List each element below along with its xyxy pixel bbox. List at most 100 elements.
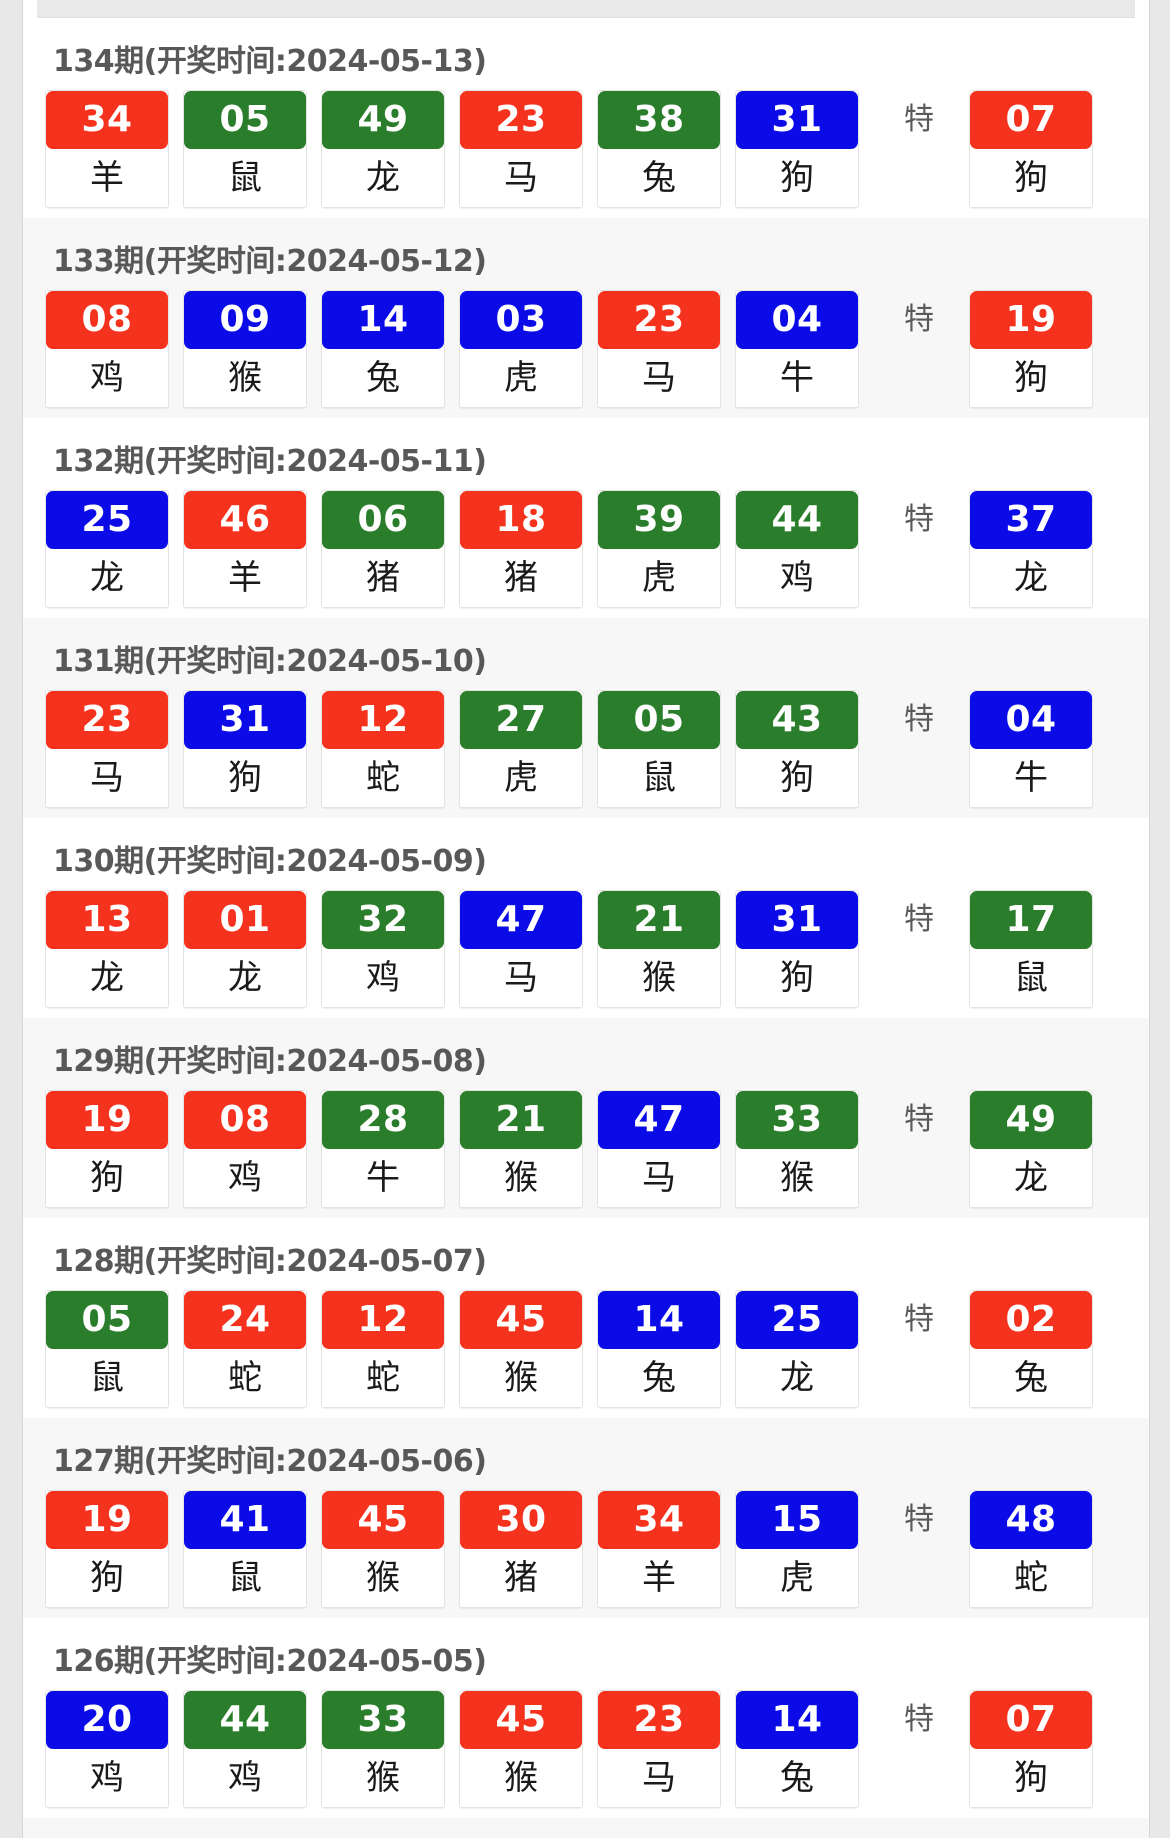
ball-cell[interactable]: 14 兔 bbox=[321, 290, 445, 408]
ball-cell[interactable]: 12 蛇 bbox=[321, 1290, 445, 1408]
ball-zodiac: 蛇 bbox=[184, 1349, 306, 1407]
special-ball-number: 48 bbox=[970, 1491, 1092, 1549]
ball-cell[interactable]: 05 鼠 bbox=[597, 690, 721, 808]
ball-cell[interactable]: 47 马 bbox=[459, 890, 583, 1008]
draw-header: 126期(开奖时间:2024-05-05) bbox=[53, 1644, 487, 1679]
ball-cell[interactable]: 05 鼠 bbox=[45, 1290, 169, 1408]
ball-cell[interactable]: 14 兔 bbox=[735, 1690, 859, 1808]
draw-block[interactable]: 134期(开奖时间:2024-05-13) 34 羊 05 鼠 49 龙 23 马 38 兔 31 狗特… bbox=[23, 18, 1149, 218]
special-ball-cell[interactable]: 04 牛 bbox=[969, 690, 1093, 808]
draw-block[interactable]: 131期(开奖时间:2024-05-10) 23 马 31 狗 12 蛇 27 虎 05 鼠 43 狗特… bbox=[23, 618, 1149, 818]
ball-zodiac: 狗 bbox=[46, 1149, 168, 1207]
draw-block[interactable]: 133期(开奖时间:2024-05-12) 08 鸡 09 猴 14 兔 03 虎 23 马 04 牛特… bbox=[23, 218, 1149, 418]
special-ball-zodiac: 狗 bbox=[970, 349, 1092, 407]
ball-cell[interactable]: 06 猪 bbox=[321, 490, 445, 608]
ball-zodiac: 猴 bbox=[184, 349, 306, 407]
ball-cell[interactable]: 24 蛇 bbox=[183, 1290, 307, 1408]
special-ball-cell[interactable]: 19 狗 bbox=[969, 290, 1093, 408]
ball-cell[interactable]: 23 马 bbox=[45, 690, 169, 808]
ball-cell[interactable]: 20 鸡 bbox=[45, 1690, 169, 1808]
ball-cell[interactable]: 25 龙 bbox=[735, 1290, 859, 1408]
ball-cell[interactable]: 44 鸡 bbox=[735, 490, 859, 608]
ball-zodiac: 鼠 bbox=[184, 149, 306, 207]
ball-cell[interactable]: 14 兔 bbox=[597, 1290, 721, 1408]
ball-cell[interactable]: 23 马 bbox=[459, 90, 583, 208]
ball-cell[interactable]: 21 猴 bbox=[597, 890, 721, 1008]
ball-cell[interactable]: 45 猴 bbox=[321, 1490, 445, 1608]
ball-number: 38 bbox=[598, 91, 720, 149]
draw-block[interactable]: 132期(开奖时间:2024-05-11) 25 龙 46 羊 06 猪 18 猪 39 虎 44 鸡特… bbox=[23, 418, 1149, 618]
ball-number: 49 bbox=[322, 91, 444, 149]
ball-cell[interactable]: 21 猴 bbox=[459, 1090, 583, 1208]
special-ball-cell[interactable]: 17 鼠 bbox=[969, 890, 1093, 1008]
ball-number: 12 bbox=[322, 691, 444, 749]
ball-cell[interactable]: 05 鼠 bbox=[183, 90, 307, 208]
ball-cell[interactable]: 41 鼠 bbox=[183, 1490, 307, 1608]
ball-number: 05 bbox=[598, 691, 720, 749]
ball-cell[interactable]: 44 鸡 bbox=[183, 1690, 307, 1808]
ball-cell[interactable]: 32 鸡 bbox=[321, 890, 445, 1008]
draw-block[interactable]: 126期(开奖时间:2024-05-05) 20 鸡 44 鸡 33 猴 45 猴 23 马 14 兔 特… bbox=[23, 1618, 1149, 1818]
ball-cell[interactable]: 43 狗 bbox=[735, 690, 859, 808]
ball-cell[interactable]: 09 猴 bbox=[183, 290, 307, 408]
draw-block[interactable]: 130期(开奖时间:2024-05-09) 13 龙 01 龙 32 鸡 47 马 21 猴 31 狗特… bbox=[23, 818, 1149, 1018]
ball-cell[interactable]: 31 狗 bbox=[735, 890, 859, 1008]
ball-cell[interactable]: 27 虎 bbox=[459, 690, 583, 808]
ball-cell[interactable]: 18 猪 bbox=[459, 490, 583, 608]
ball-cell[interactable]: 38 兔 bbox=[597, 90, 721, 208]
special-ball-cell[interactable]: 07 狗 bbox=[969, 90, 1093, 208]
draw-block[interactable]: 128期(开奖时间:2024-05-07) 05 鼠 24 蛇 12 蛇 45 猴 14 兔 25 龙特… bbox=[23, 1218, 1149, 1418]
ball-number: 27 bbox=[460, 691, 582, 749]
ball-cell[interactable]: 34 羊 bbox=[45, 90, 169, 208]
balls-row: 20 鸡 44 鸡 33 猴 45 猴 23 马 14 兔 特 07 狗 bbox=[23, 1690, 1149, 1808]
ball-cell[interactable]: 15 虎 bbox=[735, 1490, 859, 1608]
ball-cell[interactable]: 45 猴 bbox=[459, 1690, 583, 1808]
ball-cell[interactable]: 04 牛 bbox=[735, 290, 859, 408]
ball-cell[interactable]: 23 马 bbox=[597, 1690, 721, 1808]
ball-cell[interactable]: 31 狗 bbox=[735, 90, 859, 208]
special-ball-cell[interactable]: 07 狗 bbox=[969, 1690, 1093, 1808]
ball-cell[interactable]: 19 狗 bbox=[45, 1090, 169, 1208]
ball-zodiac: 鸡 bbox=[736, 549, 858, 607]
ball-cell[interactable]: 25 龙 bbox=[45, 490, 169, 608]
ball-cell[interactable]: 45 猴 bbox=[459, 1290, 583, 1408]
ball-cell[interactable]: 23 马 bbox=[597, 290, 721, 408]
draw-block[interactable]: 127期(开奖时间:2024-05-06) 19 狗 41 鼠 45 猴 30 猪 34 羊 15 虎特… bbox=[23, 1418, 1149, 1618]
ball-cell[interactable]: 28 牛 bbox=[321, 1090, 445, 1208]
ball-number: 46 bbox=[184, 491, 306, 549]
ball-number: 14 bbox=[598, 1291, 720, 1349]
draw-block[interactable]: 125期(开奖时间:2024-05-04)特 bbox=[23, 1818, 1149, 1838]
ball-cell[interactable]: 08 鸡 bbox=[183, 1090, 307, 1208]
ball-cell[interactable]: 46 羊 bbox=[183, 490, 307, 608]
special-ball-cell[interactable]: 48 蛇 bbox=[969, 1490, 1093, 1608]
ball-number: 33 bbox=[322, 1691, 444, 1749]
ball-cell[interactable]: 39 虎 bbox=[597, 490, 721, 608]
ball-cell[interactable]: 12 蛇 bbox=[321, 690, 445, 808]
ball-cell[interactable]: 49 龙 bbox=[321, 90, 445, 208]
ball-cell[interactable]: 03 虎 bbox=[459, 290, 583, 408]
ball-zodiac: 龙 bbox=[736, 1349, 858, 1407]
special-ball-label: 特 bbox=[904, 902, 934, 937]
ball-zodiac: 鸡 bbox=[184, 1749, 306, 1807]
ball-cell[interactable]: 47 马 bbox=[597, 1090, 721, 1208]
special-ball-cell[interactable]: 02 兔 bbox=[969, 1290, 1093, 1408]
ball-cell[interactable]: 33 猴 bbox=[735, 1090, 859, 1208]
ball-cell[interactable]: 19 狗 bbox=[45, 1490, 169, 1608]
ball-cell[interactable]: 30 猪 bbox=[459, 1490, 583, 1608]
ball-cell[interactable]: 13 龙 bbox=[45, 890, 169, 1008]
special-ball-label: 特 bbox=[904, 1702, 934, 1737]
ball-zodiac: 羊 bbox=[184, 549, 306, 607]
special-ball-cell[interactable]: 49 龙 bbox=[969, 1090, 1093, 1208]
ball-zodiac: 猪 bbox=[460, 1549, 582, 1607]
ball-cell[interactable]: 31 狗 bbox=[183, 690, 307, 808]
ball-zodiac: 马 bbox=[598, 1749, 720, 1807]
ball-zodiac: 猴 bbox=[736, 1149, 858, 1207]
ball-cell[interactable]: 01 龙 bbox=[183, 890, 307, 1008]
ball-cell[interactable]: 33 猴 bbox=[321, 1690, 445, 1808]
ball-cell[interactable]: 34 羊 bbox=[597, 1490, 721, 1608]
draw-block[interactable]: 129期(开奖时间:2024-05-08) 19 狗 08 鸡 28 牛 21 猴 47 马 33 猴特… bbox=[23, 1018, 1149, 1218]
ball-zodiac: 猴 bbox=[322, 1549, 444, 1607]
ball-cell[interactable]: 08 鸡 bbox=[45, 290, 169, 408]
special-ball-cell[interactable]: 37 龙 bbox=[969, 490, 1093, 608]
ball-number: 33 bbox=[736, 1091, 858, 1149]
